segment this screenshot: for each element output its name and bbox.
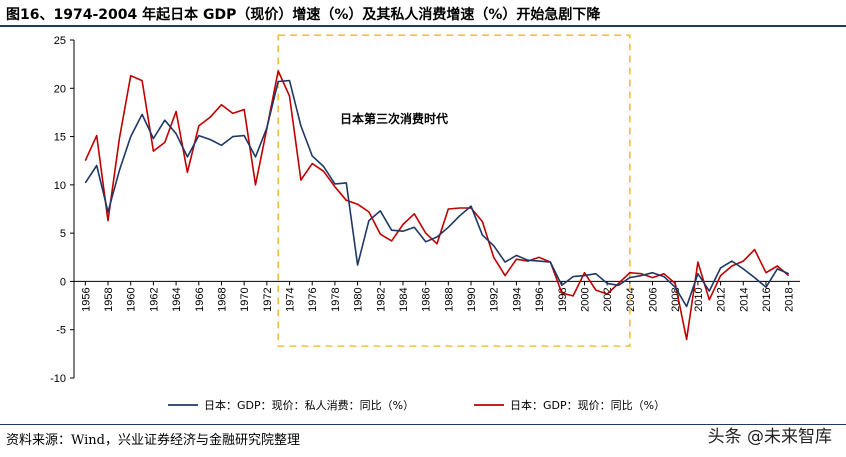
y-tick-label: 5 [60, 228, 66, 240]
x-tick-label: 1990 [466, 287, 478, 311]
x-tick-label: 2002 [602, 287, 614, 311]
x-tick-label: 1992 [489, 287, 501, 311]
x-tick-label: 1984 [398, 287, 410, 311]
chart-title: 图16、1974-2004 年起日本 GDP（现价）增速（%）及其私人消费增速（… [6, 7, 601, 23]
x-tick-label: 2014 [738, 287, 750, 311]
x-tick-label: 1978 [330, 287, 342, 311]
x-tick-label: 1964 [171, 287, 183, 311]
x-tick-label: 1962 [148, 287, 160, 311]
x-tick-label: 1968 [216, 287, 228, 311]
series-layer [84, 70, 790, 341]
series-line-1 [84, 79, 790, 308]
y-tick-label: -10 [50, 373, 66, 385]
watermark: 头条 @未来智库 [707, 427, 832, 447]
x-tick-label: 1996 [534, 287, 546, 311]
x-tick-label: 1956 [80, 287, 92, 311]
chart-axes: -10 -5 0 5 10 15 20 25 1956 1958 1960 1962 1964 1966 1… [50, 35, 800, 385]
legend-label: 日本：GDP：现价：私人消费：同比（%） [204, 398, 414, 412]
x-tick-label: 1974 [285, 287, 297, 311]
x-tick-label: 2010 [693, 287, 705, 311]
y-tick-label: 20 [54, 83, 66, 95]
y-tick-label: 15 [54, 132, 66, 144]
x-tick-label: 1994 [511, 287, 523, 311]
x-tick-label: 1966 [194, 287, 206, 311]
x-tick-label: 1958 [103, 287, 115, 311]
x-tick-label: 1986 [421, 287, 433, 311]
x-tick-label: 1976 [307, 287, 319, 311]
y-tick-label: 25 [54, 35, 66, 47]
series-line-2 [84, 70, 790, 341]
x-tick-label: 2004 [625, 287, 637, 311]
x-tick-label: 2006 [648, 287, 660, 311]
x-tick-label: 1988 [443, 287, 455, 311]
y-tick-label: -5 [56, 325, 66, 337]
y-tick-label: 0 [60, 276, 66, 288]
y-tick-label: 10 [54, 180, 66, 192]
footer-rule [0, 424, 846, 425]
x-tick-label: 1980 [353, 287, 365, 311]
x-tick-label: 2018 [784, 287, 796, 311]
x-tick-label: 1982 [375, 287, 387, 311]
annotation-layer: 日本第三次消费时代 [277, 34, 631, 347]
legend-label: 日本：GDP：现价：同比（%） [510, 398, 665, 412]
x-tick-label: 1998 [557, 287, 569, 311]
source-note: 资料来源：Wind，兴业证券经济与金融研究院整理 [6, 433, 300, 448]
annotation-box [277, 34, 631, 347]
annotation-label: 日本第三次消费时代 [340, 111, 448, 126]
x-tick-label: 2000 [579, 287, 591, 311]
x-tick-label: 2012 [716, 287, 728, 311]
x-tick-label: 1972 [262, 287, 274, 311]
x-tick-label: 1970 [239, 287, 251, 311]
x-tick-label: 2016 [761, 287, 773, 311]
header-rule [0, 25, 846, 27]
chart-legend: 日本：GDP：现价：私人消费：同比（%） 日本：GDP：现价：同比（%） [168, 398, 665, 412]
x-tick-label: 1960 [126, 287, 138, 311]
